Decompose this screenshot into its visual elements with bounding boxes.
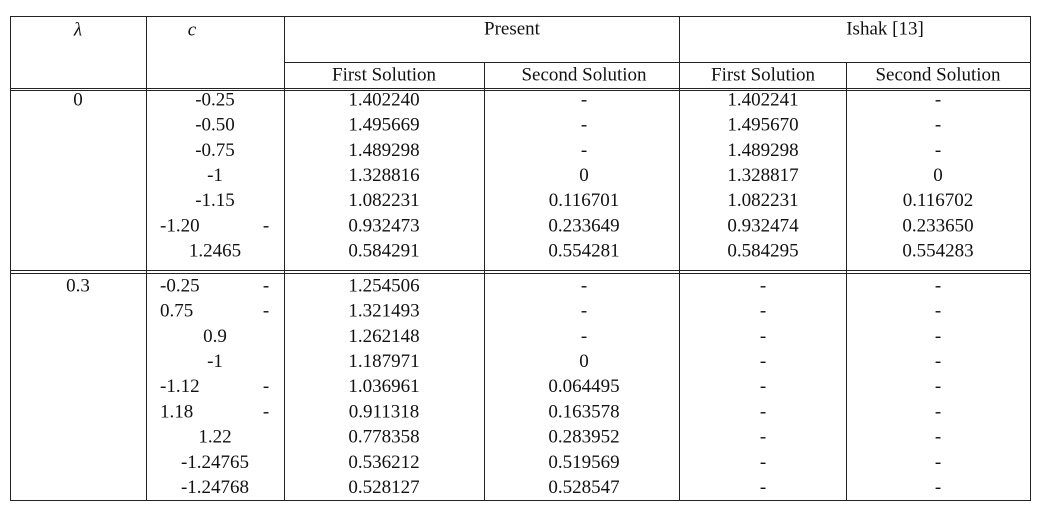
value-cell: 0.778358	[348, 427, 419, 448]
c-suffix: -	[263, 301, 269, 322]
value-cell: 0.116702	[903, 190, 974, 211]
value-cell: -	[935, 376, 941, 397]
c-cell: -0.25	[195, 89, 235, 110]
c-cell: -1.24768	[181, 477, 249, 498]
value-cell: -	[760, 427, 766, 448]
value-cell: -	[935, 301, 941, 322]
value-cell: 0	[579, 165, 589, 186]
value-cell: 0.116701	[549, 190, 620, 211]
value-cell: 0.932473	[348, 215, 419, 236]
ishak-header: Ishak [13]	[846, 18, 924, 39]
value-cell: -	[935, 452, 941, 473]
c-cell: -0.25	[160, 275, 200, 296]
value-cell: 0.064495	[548, 376, 619, 397]
value-cell: 0.163578	[548, 401, 619, 422]
c-cell: -1	[207, 351, 223, 372]
value-cell: -	[760, 275, 766, 296]
value-cell: 1.082231	[727, 190, 798, 211]
value-cell: 1.082231	[348, 190, 419, 211]
c-cell: -1.15	[195, 190, 235, 211]
value-cell: 0	[579, 351, 589, 372]
value-cell: -	[935, 275, 941, 296]
value-cell: 0.233650	[902, 215, 973, 236]
value-cell: -	[935, 401, 941, 422]
lambda-header: λ	[73, 19, 82, 40]
c-cell: 1.18	[160, 401, 193, 422]
value-cell: 0.519569	[548, 452, 619, 473]
value-cell: 1.489298	[727, 140, 798, 161]
subheader: First Solution	[332, 64, 436, 85]
lambda-cell: 0	[73, 89, 83, 110]
value-cell: -	[935, 351, 941, 372]
value-cell: 0.528547	[548, 477, 619, 498]
value-cell: 0.584291	[348, 241, 419, 262]
value-cell: -	[760, 401, 766, 422]
subheader: First Solution	[711, 64, 815, 85]
value-cell: -	[581, 326, 587, 347]
value-cell: 1.402241	[727, 89, 798, 110]
c-cell: 0.75	[160, 301, 193, 322]
c-suffix: -	[263, 401, 269, 422]
lambda-cell: 0.3	[66, 275, 90, 296]
value-cell: 0.283952	[548, 427, 619, 448]
c-cell: -1.24765	[181, 452, 249, 473]
value-cell: -	[935, 427, 941, 448]
value-cell: 0.554281	[548, 241, 619, 262]
c-suffix: -	[263, 215, 269, 236]
table-borders	[10, 16, 1031, 501]
value-cell: 0.233649	[548, 215, 619, 236]
value-cell: 1.495670	[727, 115, 798, 136]
value-cell: 1.187971	[348, 351, 419, 372]
value-cell: -	[935, 477, 941, 498]
value-cell: -	[760, 351, 766, 372]
c-cell: -1	[207, 165, 223, 186]
value-cell: -	[581, 275, 587, 296]
value-cell: 0.536212	[348, 452, 419, 473]
value-cell: 1.254506	[348, 275, 419, 296]
value-cell: 1.489298	[348, 140, 419, 161]
subheader: Second Solution	[521, 64, 647, 85]
value-cell: -	[935, 89, 941, 110]
value-cell: -	[760, 376, 766, 397]
present-header: Present	[484, 18, 541, 39]
value-cell: -	[581, 89, 587, 110]
subheader: Second Solution	[875, 64, 1001, 85]
value-cell: 1.495669	[348, 115, 419, 136]
c-suffix: -	[263, 275, 269, 296]
value-cell: -	[935, 326, 941, 347]
value-cell: -	[581, 140, 587, 161]
value-cell: 1.036961	[348, 376, 419, 397]
c-cell: -0.75	[195, 140, 235, 161]
c-cell: -1.12	[160, 376, 200, 397]
value-cell: -	[760, 326, 766, 347]
value-cell: 0	[933, 165, 943, 186]
value-cell: 1.402240	[348, 89, 419, 110]
c-header: c	[188, 19, 197, 40]
value-cell: 0.932474	[727, 215, 799, 236]
c-cell: 0.9	[203, 326, 227, 347]
value-cell: 1.321493	[348, 301, 419, 322]
c-cell: 1.22	[198, 427, 231, 448]
value-cell: -	[581, 301, 587, 322]
value-cell: -	[935, 115, 941, 136]
value-cell: -	[760, 301, 766, 322]
c-cell: -0.50	[195, 115, 235, 136]
value-cell: 1.328816	[348, 165, 419, 186]
value-cell: 0.554283	[902, 241, 973, 262]
value-cell: -	[935, 140, 941, 161]
value-cell: 0.528127	[348, 477, 419, 498]
value-cell: 0.584295	[727, 241, 798, 262]
value-cell: -	[760, 452, 766, 473]
value-cell: -	[581, 115, 587, 136]
value-cell: -	[760, 477, 766, 498]
c-cell: 1.2465	[189, 241, 241, 262]
c-cell: -1.20	[160, 215, 200, 236]
value-cell: 1.328817	[727, 165, 798, 186]
c-suffix: -	[263, 376, 269, 397]
value-cell: 0.911318	[349, 401, 420, 422]
value-cell: 1.262148	[348, 326, 419, 347]
